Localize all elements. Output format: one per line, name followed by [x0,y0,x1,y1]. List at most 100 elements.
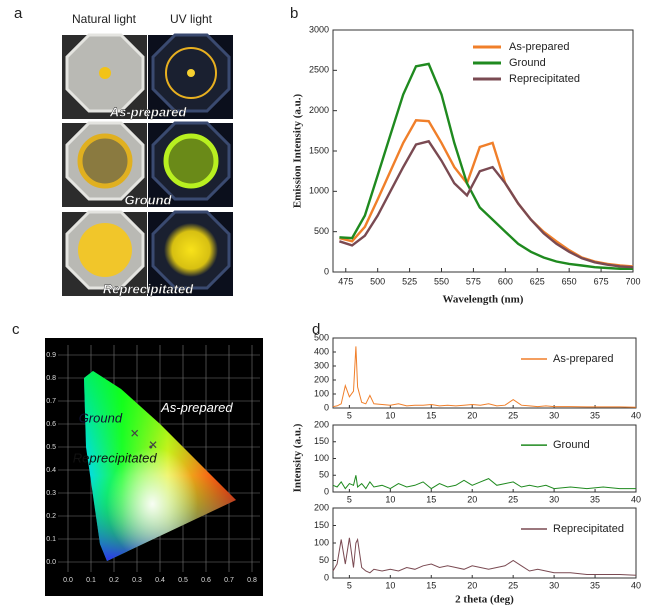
x-tick-label: 35 [590,494,600,504]
legend-label: Ground [553,439,590,451]
x-tick-label: 525 [402,276,417,286]
x-tick-label: 35 [590,580,600,590]
panel-label: a [14,5,23,22]
x-tick-label: 15 [426,580,436,590]
y-tick-label: 3000 [309,24,329,34]
point-marker [149,446,152,449]
x-tick-label: 5 [347,494,352,504]
x-tick-label: 15 [426,494,436,504]
y-tick-label: 300 [314,360,329,370]
legend-label: As-prepared [553,353,614,365]
y-tick-label: 0.9 [46,352,56,359]
y-tick-label: 500 [314,332,329,342]
x-tick-label: 500 [370,276,385,286]
sample [164,223,218,277]
point-label: Ground [79,411,123,426]
x-tick-label: 20 [467,580,477,590]
x-tick-label: 25 [508,494,518,504]
x-tick-label: 0.7 [224,577,234,584]
x-tick-label: 40 [631,410,641,420]
data-line [339,64,633,269]
y-tick-label: 150 [314,520,329,530]
x-tick-label: 35 [590,410,600,420]
sample [187,69,195,77]
x-tick-label: 575 [466,276,481,286]
sample [166,136,216,186]
x-tick-label: 0.2 [109,577,119,584]
y-tick-label: 100 [314,388,329,398]
y-tick-label: 0.1 [46,536,56,543]
x-tick-label: 0.8 [247,577,257,584]
x-tick-label: 550 [434,276,449,286]
x-tick-label: 15 [426,410,436,420]
point-label: As-prepared [160,400,233,415]
x-tick-label: 20 [467,494,477,504]
x-tick-label: 5 [347,410,352,420]
y-tick-label: 0 [324,266,329,276]
column-label: Natural light [72,12,137,26]
y-tick-label: 200 [314,502,329,512]
x-tick-label: 600 [498,276,513,286]
x-tick-label: 0.5 [178,577,188,584]
row-label: As-prepared [109,104,188,119]
y-tick-label: 50 [319,555,329,565]
legend-label: As-prepared [509,41,570,53]
y-tick-label: 0.3 [46,490,56,497]
x-tick-label: 0.0 [63,577,73,584]
column-label: UV light [170,12,213,26]
x-tick-label: 700 [625,276,640,286]
x-tick-label: 675 [594,276,609,286]
plot-frame [333,425,636,492]
y-tick-label: 500 [314,226,329,236]
x-axis-label: Wavelength (nm) [443,294,524,306]
y-tick-label: 2000 [309,105,329,115]
plot-frame [333,338,636,408]
x-tick-label: 5 [347,580,352,590]
x-tick-label: 25 [508,580,518,590]
x-tick-label: 625 [530,276,545,286]
legend-label: Reprecipitated [509,73,580,85]
x-tick-label: 40 [631,580,641,590]
x-tick-label: 0.1 [86,577,96,584]
point-label: Reprecipitated [73,450,158,465]
y-tick-label: 1500 [309,145,329,155]
data-line [339,120,633,266]
sample [78,223,132,277]
legend-label: Ground [509,57,546,69]
y-tick-label: 100 [314,537,329,547]
row-label: Reprecipitated [103,281,194,296]
y-tick-label: 0.2 [46,513,56,520]
sample [99,67,111,79]
data-line [333,475,636,488]
y-tick-label: 200 [314,374,329,384]
y-tick-label: 0 [324,572,329,582]
x-tick-label: 30 [549,580,559,590]
x-tick-label: 475 [338,276,353,286]
x-tick-label: 30 [549,410,559,420]
y-tick-label: 0 [324,402,329,412]
x-tick-label: 30 [549,494,559,504]
y-tick-label: 0.5 [46,444,56,451]
y-tick-label: 0 [324,486,329,496]
data-line [333,538,636,575]
x-tick-label: 10 [385,580,395,590]
y-tick-label: 100 [314,453,329,463]
plot-frame [333,508,636,578]
y-tick-label: 50 [319,470,329,480]
y-tick-label: 0.4 [46,467,56,474]
y-tick-label: 150 [314,436,329,446]
panel-label: c [12,321,20,338]
y-tick-label: 0.8 [46,375,56,382]
row-label: Ground [125,192,173,207]
x-tick-label: 0.3 [132,577,142,584]
y-tick-label: 200 [314,419,329,429]
y-tick-label: 0.0 [46,559,56,566]
y-axis-label: Emission Intensity (a.u.) [292,94,304,209]
sample [80,136,130,186]
y-tick-label: 0.6 [46,421,56,428]
x-tick-label: 25 [508,410,518,420]
legend-label: Reprecipitated [553,523,624,535]
panel-label: b [290,5,298,22]
x-tick-label: 650 [562,276,577,286]
x-tick-label: 20 [467,410,477,420]
